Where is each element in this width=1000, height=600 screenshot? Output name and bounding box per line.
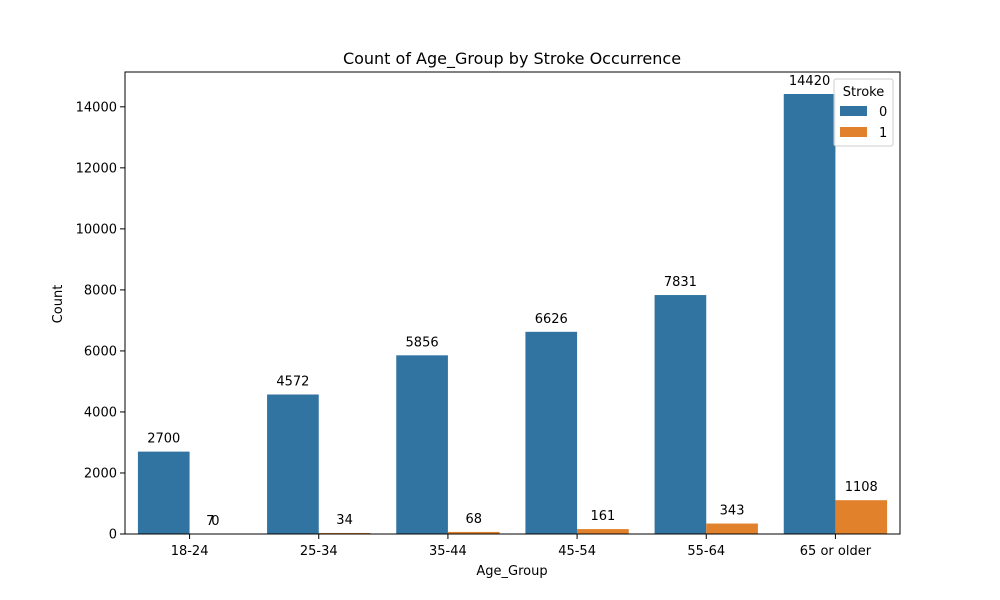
bar-series-1-65-or-older xyxy=(835,500,888,534)
data-label: 0 xyxy=(211,514,219,529)
data-label: 68 xyxy=(465,512,482,527)
x-tick-label: 65 or older xyxy=(800,544,872,559)
data-label: 6626 xyxy=(535,312,568,327)
bar-series-1-35-44 xyxy=(447,531,500,534)
bar-series-1-55-64 xyxy=(706,523,758,534)
x-tick-label: 35-44 xyxy=(429,544,467,559)
bar-series-0-18-24 xyxy=(137,451,190,534)
x-tick-label: 25-34 xyxy=(300,544,338,559)
legend-swatch-0 xyxy=(840,106,867,116)
x-tick-label: 18-24 xyxy=(171,544,209,559)
bar-series-0-25-34 xyxy=(267,394,319,534)
y-tick-label: 12000 xyxy=(76,161,117,176)
legend-title: Stroke xyxy=(843,85,884,100)
y-tick-label: 6000 xyxy=(84,344,117,359)
x-tick-label: 45-54 xyxy=(558,544,596,559)
data-label: 4572 xyxy=(276,374,309,389)
y-tick-label: 14000 xyxy=(76,100,117,115)
y-axis-title: Count xyxy=(51,285,66,324)
data-label: 2700 xyxy=(147,432,180,447)
y-tick-label: 8000 xyxy=(84,283,117,298)
data-label: 14420 xyxy=(789,74,830,89)
plot-frame xyxy=(124,71,901,535)
data-label: 1108 xyxy=(845,480,878,495)
y-tick-label: 10000 xyxy=(76,222,117,237)
legend-label: 0 xyxy=(879,105,887,120)
bar-series-1-25-34 xyxy=(318,532,371,534)
y-tick-label: 0 xyxy=(109,528,117,543)
bar-series-0-55-64 xyxy=(654,295,707,534)
data-label: 7831 xyxy=(664,275,697,290)
bar-series-1-45-54 xyxy=(577,529,629,534)
data-label: 5856 xyxy=(406,335,439,350)
legend-swatch-1 xyxy=(840,127,867,137)
bar-series-0-45-54 xyxy=(525,331,578,534)
bar-series-0-35-44 xyxy=(396,355,448,534)
y-tick-label: 2000 xyxy=(84,466,117,481)
data-label: 343 xyxy=(720,504,745,519)
legend-label: 1 xyxy=(879,126,887,141)
chart-title: Count of Age_Group by Stroke Occurrence xyxy=(343,49,681,69)
data-label: 34 xyxy=(336,513,353,528)
bar-series-0-65-or-older xyxy=(783,94,836,534)
y-tick-label: 4000 xyxy=(84,405,117,420)
x-axis-title: Age_Group xyxy=(476,564,547,579)
data-label-extra: 7 xyxy=(206,514,214,529)
x-tick-label: 55-64 xyxy=(687,544,725,559)
data-label: 161 xyxy=(591,509,616,524)
